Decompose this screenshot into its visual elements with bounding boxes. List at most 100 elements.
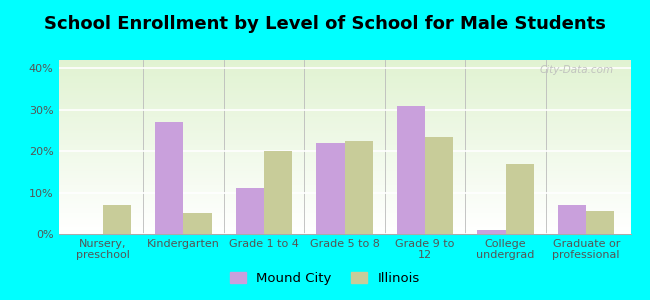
Bar <box>58 204 630 206</box>
Bar <box>58 166 630 168</box>
Bar <box>58 196 630 197</box>
Bar <box>58 84 630 86</box>
Bar <box>58 232 630 234</box>
Bar <box>58 103 630 105</box>
Bar <box>58 90 630 91</box>
Bar <box>58 142 630 143</box>
Bar <box>58 158 630 159</box>
Bar <box>58 112 630 114</box>
Bar <box>58 116 630 117</box>
Bar <box>58 130 630 131</box>
Bar <box>58 212 630 213</box>
Bar <box>58 152 630 154</box>
Bar <box>58 178 630 180</box>
Bar <box>58 91 630 93</box>
Text: School Enrollment by Level of School for Male Students: School Enrollment by Level of School for… <box>44 15 606 33</box>
Bar <box>58 121 630 123</box>
Bar <box>103 205 131 234</box>
Bar <box>58 225 630 227</box>
Bar <box>58 151 630 152</box>
Bar <box>58 175 630 177</box>
Bar <box>58 222 630 224</box>
Bar <box>58 76 630 77</box>
Bar <box>58 128 630 130</box>
Bar <box>58 98 630 100</box>
Bar <box>58 69 630 70</box>
Bar <box>58 136 630 138</box>
Bar <box>58 208 630 210</box>
Bar <box>58 168 630 170</box>
Bar <box>58 197 630 199</box>
Bar <box>317 143 345 234</box>
Bar <box>58 156 630 158</box>
Bar <box>478 230 506 234</box>
Bar <box>58 72 630 74</box>
Bar <box>58 131 630 133</box>
Bar <box>58 147 630 149</box>
Bar <box>558 205 586 234</box>
Bar <box>58 105 630 107</box>
Bar <box>264 151 292 234</box>
Bar <box>58 203 630 204</box>
Bar <box>397 106 425 234</box>
Bar <box>58 126 630 128</box>
Bar <box>58 206 630 208</box>
Bar <box>58 161 630 163</box>
Bar <box>58 97 630 98</box>
Bar <box>58 95 630 97</box>
Bar <box>506 164 534 234</box>
Bar <box>58 192 630 194</box>
Bar <box>58 74 630 76</box>
Bar <box>58 114 630 116</box>
Bar <box>58 220 630 222</box>
Bar <box>58 107 630 109</box>
Bar <box>58 185 630 187</box>
Bar <box>183 213 211 234</box>
Bar <box>58 210 630 212</box>
Bar <box>58 110 630 112</box>
Bar <box>58 180 630 182</box>
Bar <box>58 159 630 161</box>
Bar <box>344 141 372 234</box>
Legend: Mound City, Illinois: Mound City, Illinois <box>225 267 425 290</box>
Bar <box>58 229 630 230</box>
Bar <box>58 230 630 232</box>
Bar <box>58 187 630 189</box>
Bar <box>58 224 630 225</box>
Bar <box>58 81 630 82</box>
Bar <box>58 173 630 175</box>
Bar <box>58 218 630 220</box>
Bar <box>58 177 630 178</box>
Bar <box>58 62 630 64</box>
Bar <box>58 227 630 229</box>
Bar <box>58 154 630 156</box>
Bar <box>586 211 614 234</box>
Text: City-Data.com: City-Data.com <box>540 65 614 75</box>
Bar <box>58 164 630 166</box>
Bar <box>58 60 630 62</box>
Bar <box>58 102 630 103</box>
Bar <box>58 93 630 95</box>
Bar <box>58 67 630 69</box>
Bar <box>236 188 264 234</box>
Bar <box>58 189 630 190</box>
Bar <box>58 217 630 218</box>
Bar <box>58 100 630 102</box>
Bar <box>58 124 630 126</box>
Bar <box>58 149 630 151</box>
Bar <box>58 82 630 84</box>
Bar <box>58 190 630 192</box>
Bar <box>58 140 630 142</box>
Bar <box>58 135 630 137</box>
Bar <box>58 123 630 124</box>
Bar <box>58 194 630 196</box>
Bar <box>58 119 630 121</box>
Bar <box>58 199 630 201</box>
Bar <box>58 169 630 171</box>
Bar <box>58 86 630 88</box>
Bar <box>425 136 453 234</box>
Bar <box>58 88 630 90</box>
Bar <box>58 143 630 145</box>
Bar <box>58 201 630 203</box>
Bar <box>155 122 183 234</box>
